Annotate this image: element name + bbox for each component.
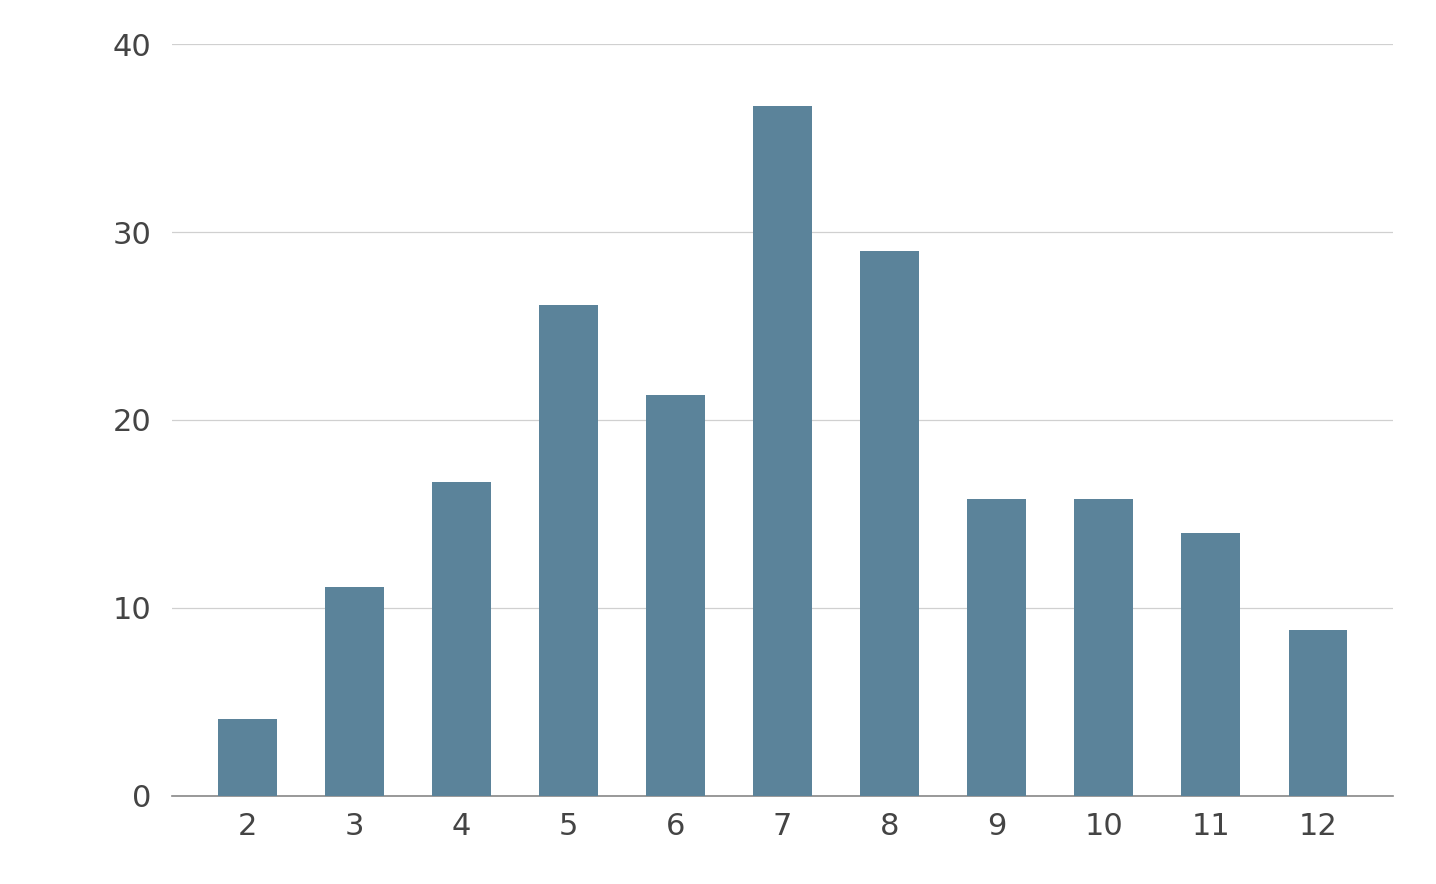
Bar (1288, 630, 1347, 796)
Bar (1182, 532, 1241, 796)
Bar (538, 305, 597, 796)
Bar (752, 106, 813, 796)
Bar (325, 587, 383, 796)
Bar (646, 395, 705, 796)
Bar (860, 251, 919, 796)
Bar (432, 482, 491, 796)
Bar (968, 499, 1027, 796)
Bar (1074, 499, 1133, 796)
Bar (218, 719, 277, 796)
